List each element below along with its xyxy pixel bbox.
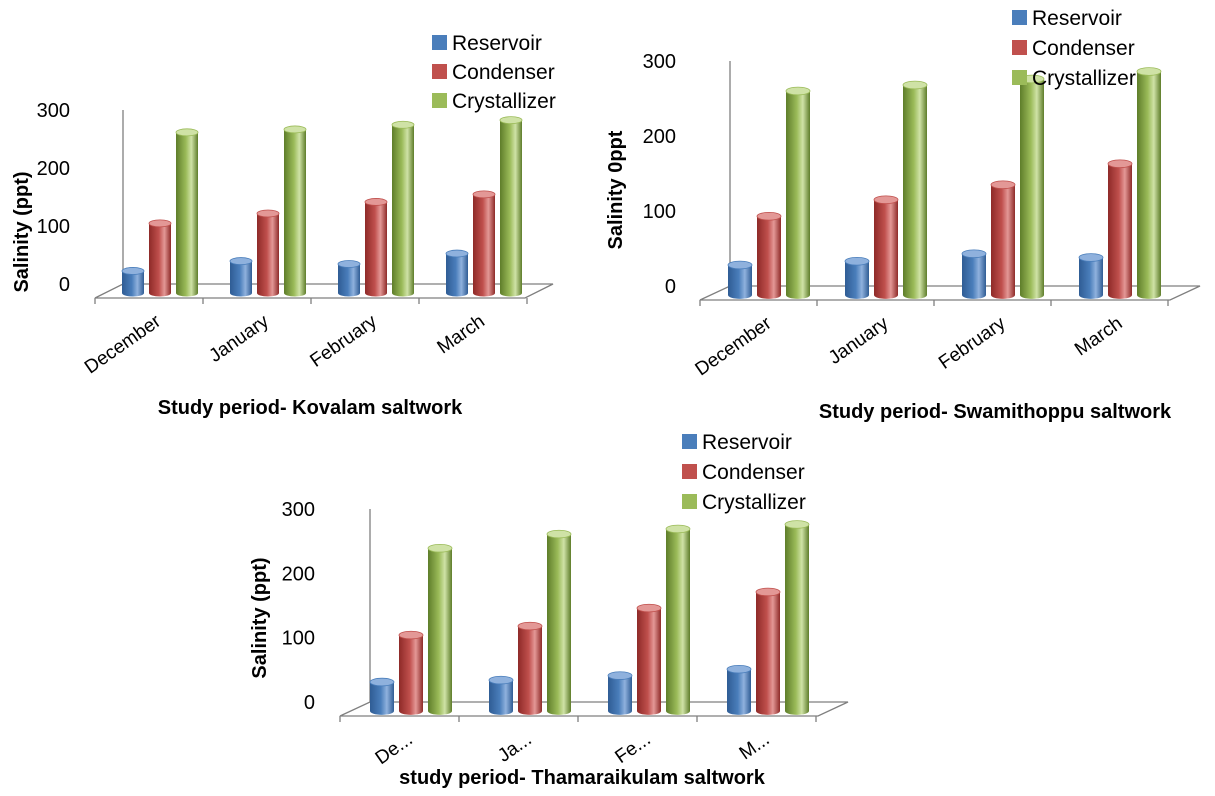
bar-crystallizer bbox=[546, 529, 572, 715]
y-axis-title: Salinity (ppt) bbox=[11, 171, 33, 292]
x-axis-title: Study period- Swamithoppu saltwork bbox=[819, 401, 1172, 423]
x-tick-label: January bbox=[205, 311, 273, 367]
x-tick-label: December bbox=[692, 313, 776, 381]
x-tick-label: Fe... bbox=[611, 729, 654, 768]
chart-3: 0 100 200 300 De... Ja... Fe... M... Salinity (p… bbox=[249, 431, 849, 789]
bar-crystallizer bbox=[665, 524, 691, 715]
bar-reservoir bbox=[488, 675, 514, 715]
x-tick-label: March bbox=[434, 311, 489, 358]
y-tick-label: 300 bbox=[37, 100, 70, 122]
bar-condenser bbox=[517, 621, 543, 715]
x-tick-label: March bbox=[1071, 313, 1126, 360]
legend-entry: Reservoir bbox=[452, 32, 542, 55]
bar-reservoir bbox=[961, 249, 987, 299]
legend-swatch bbox=[682, 434, 697, 449]
legend-swatch bbox=[432, 35, 447, 50]
bar-crystallizer bbox=[785, 86, 811, 299]
y-axis-title: Salinity (ppt) bbox=[249, 557, 271, 678]
legend-entry: Condenser bbox=[702, 461, 805, 484]
bar-crystallizer bbox=[499, 116, 523, 297]
bar-crystallizer bbox=[175, 128, 199, 297]
bar-condenser bbox=[756, 212, 782, 299]
legend-entry: Condenser bbox=[452, 61, 555, 84]
floor-plane bbox=[94, 283, 554, 299]
legend-entry: Crystallizer bbox=[452, 90, 556, 113]
x-tick-label: De... bbox=[372, 729, 417, 769]
legend-swatch bbox=[1012, 70, 1027, 85]
x-tick-label: February bbox=[307, 311, 382, 372]
bar-condenser bbox=[398, 630, 424, 715]
bar-reservoir bbox=[445, 249, 469, 297]
y-axis-title: Salinity 0ppt bbox=[605, 130, 627, 249]
legend: Reservoir Condenser Crystallizer bbox=[1012, 7, 1136, 90]
y-tick-label: 100 bbox=[37, 216, 70, 238]
legend-swatch bbox=[432, 93, 447, 108]
bar-crystallizer bbox=[391, 120, 415, 297]
bar-crystallizer bbox=[283, 125, 307, 297]
bar-reservoir bbox=[844, 257, 870, 299]
legend-swatch bbox=[682, 464, 697, 479]
bar-condenser bbox=[148, 219, 172, 297]
y-tick-label: 100 bbox=[282, 628, 315, 650]
chart-2: 0 100 200 300 December January February March Sa… bbox=[605, 7, 1201, 423]
bar-condenser bbox=[472, 190, 496, 297]
y-tick-label: 0 bbox=[304, 692, 315, 714]
floor-plane bbox=[699, 285, 1201, 301]
bar-crystallizer bbox=[902, 80, 928, 299]
bar-condenser bbox=[256, 209, 280, 297]
y-tick-label: 300 bbox=[643, 51, 676, 73]
bar-reservoir bbox=[607, 671, 633, 715]
legend-swatch bbox=[1012, 10, 1027, 25]
legend-entry: Reservoir bbox=[702, 431, 792, 454]
y-tick-label: 0 bbox=[665, 276, 676, 298]
bar-reservoir bbox=[369, 677, 395, 715]
x-axis-title: Study period- Kovalam saltwork bbox=[158, 397, 463, 419]
floor-plane bbox=[339, 701, 849, 717]
bar-reservoir bbox=[229, 257, 253, 297]
y-tick-label: 0 bbox=[59, 274, 70, 296]
chart-1: 0 100 200 300 December January February March Sa… bbox=[11, 32, 556, 419]
bar-crystallizer bbox=[784, 520, 810, 715]
bar-crystallizer bbox=[1136, 67, 1162, 299]
y-tick-label: 200 bbox=[282, 563, 315, 585]
legend-entry: Crystallizer bbox=[702, 491, 806, 514]
legend-swatch bbox=[1012, 40, 1027, 55]
x-tick-label: December bbox=[81, 311, 165, 379]
bar-condenser bbox=[755, 587, 781, 715]
y-tick-label: 200 bbox=[643, 126, 676, 148]
bar-condenser bbox=[364, 198, 388, 297]
bar-reservoir bbox=[726, 664, 752, 715]
legend-entry: Crystallizer bbox=[1032, 67, 1136, 90]
x-tick-label: M... bbox=[736, 729, 774, 764]
bar-condenser bbox=[990, 180, 1016, 299]
legend-entry: Reservoir bbox=[1032, 7, 1122, 30]
bar-condenser bbox=[873, 195, 899, 299]
bar-crystallizer bbox=[1019, 74, 1045, 299]
x-axis-title: study period- Thamaraikulam saltwork bbox=[399, 767, 766, 789]
x-tick-label: Ja... bbox=[494, 729, 535, 767]
legend-entry: Condenser bbox=[1032, 37, 1135, 60]
x-tick-label: January bbox=[825, 313, 893, 369]
bar-reservoir bbox=[1078, 253, 1104, 299]
bar-reservoir bbox=[337, 260, 361, 297]
legend: Reservoir Condenser Crystallizer bbox=[682, 431, 806, 514]
legend: Reservoir Condenser Crystallizer bbox=[432, 32, 556, 113]
y-tick-label: 100 bbox=[643, 201, 676, 223]
bar-crystallizer bbox=[427, 543, 453, 715]
y-tick-label: 300 bbox=[282, 499, 315, 521]
y-tick-label: 200 bbox=[37, 158, 70, 180]
bar-reservoir bbox=[121, 267, 145, 297]
bar-reservoir bbox=[727, 260, 753, 299]
bar-condenser bbox=[636, 603, 662, 715]
legend-swatch bbox=[432, 64, 447, 79]
legend-swatch bbox=[682, 494, 697, 509]
x-tick-label: February bbox=[935, 313, 1010, 374]
bar-condenser bbox=[1107, 159, 1133, 299]
